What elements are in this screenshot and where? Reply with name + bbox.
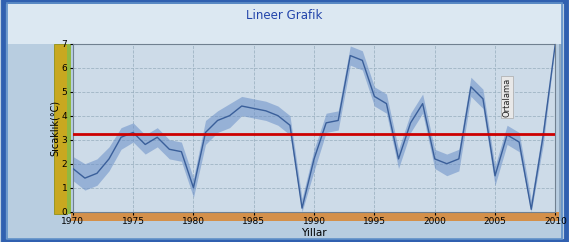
FancyBboxPatch shape <box>559 44 562 221</box>
FancyBboxPatch shape <box>67 44 71 214</box>
X-axis label: Yillar: Yillar <box>301 228 327 238</box>
Text: Lineer Grafik: Lineer Grafik <box>246 9 323 22</box>
FancyBboxPatch shape <box>7 4 562 44</box>
Text: Ortalama: Ortalama <box>502 78 512 117</box>
FancyBboxPatch shape <box>71 212 560 221</box>
FancyBboxPatch shape <box>54 44 67 214</box>
Y-axis label: Sıcaklık(°C): Sıcaklık(°C) <box>50 100 60 156</box>
